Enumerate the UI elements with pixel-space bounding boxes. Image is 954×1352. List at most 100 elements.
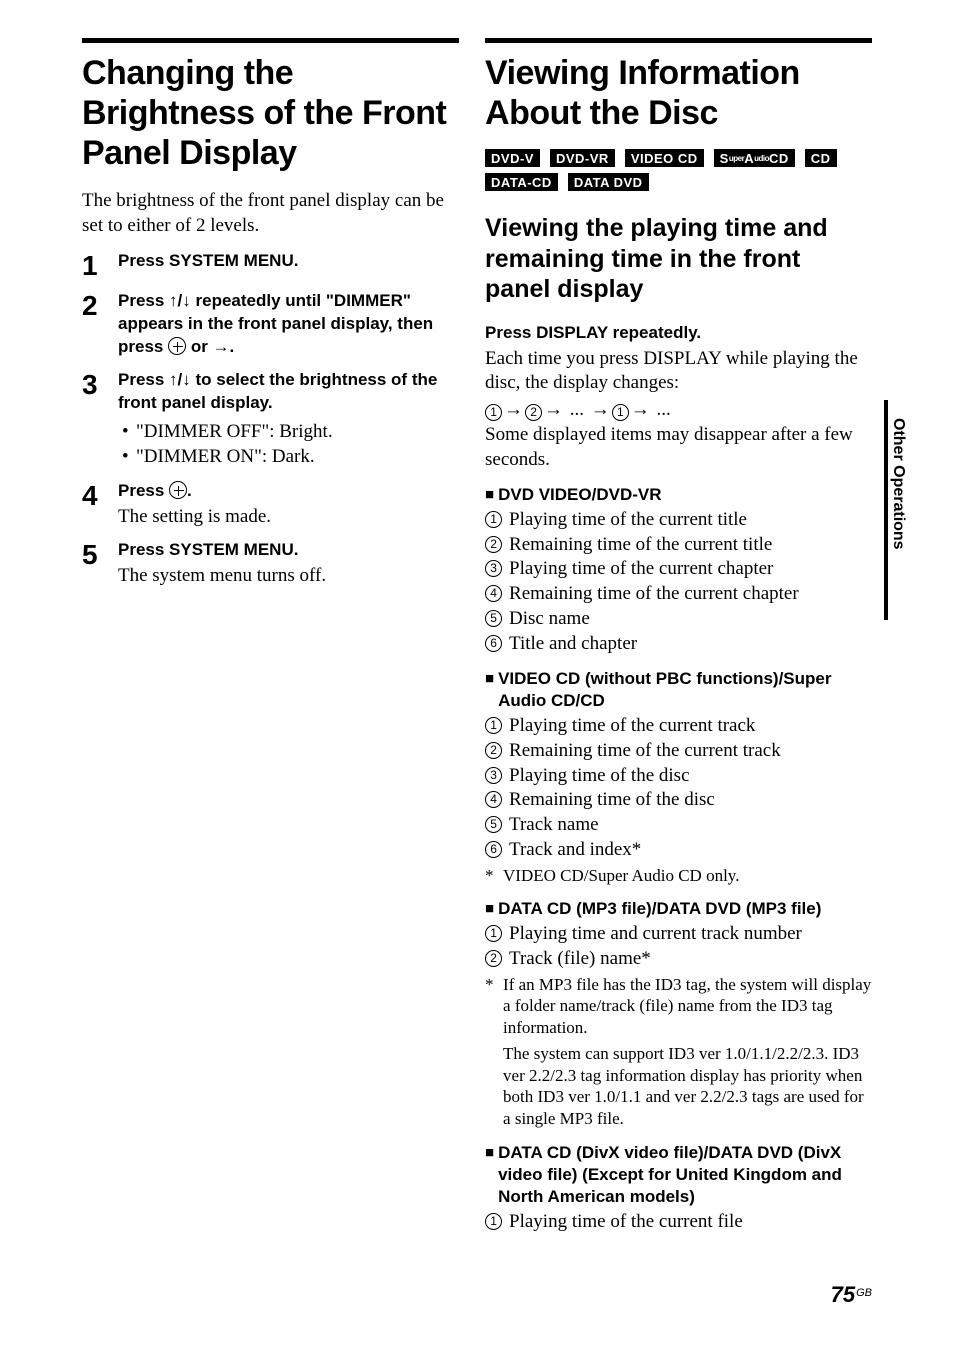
- sequence-line: 1→2→ ... →1→ ...: [485, 399, 872, 421]
- enter-icon: [169, 481, 187, 499]
- subheading: Viewing the playing time and remaining t…: [485, 213, 872, 305]
- step-3: 3 Press ↑/↓ to select the brightness of …: [82, 369, 459, 470]
- circled-number-icon: 5: [485, 610, 502, 627]
- text: Playing time of the current track: [509, 714, 755, 739]
- text: Playing time of the disc: [509, 764, 689, 789]
- text: Track name: [509, 813, 599, 838]
- list-item: 1Playing time of the current track: [485, 714, 872, 739]
- text: DATA CD (DivX video file)/DATA DVD (DivX…: [498, 1142, 872, 1208]
- section-data-cd-divx: ■DATA CD (DivX video file)/DATA DVD (Div…: [485, 1142, 872, 1235]
- circled-number-icon: 1: [485, 511, 502, 528]
- circled-number-icon: 1: [485, 925, 502, 942]
- list-item: 6 Track and index*: [485, 838, 872, 863]
- text: Remaining time of the disc: [509, 788, 715, 813]
- section-title: ■DVD VIDEO/DVD-VR: [485, 484, 872, 506]
- text: Disc name: [509, 607, 590, 632]
- region-code: GB: [856, 1287, 872, 1299]
- enter-icon: [168, 337, 186, 355]
- text: Playing time of the current file: [509, 1210, 743, 1235]
- list-item: 3 Playing time of the disc: [485, 764, 872, 789]
- list-item: 5 Disc name: [485, 607, 872, 632]
- asterisk-icon: *: [485, 974, 503, 1039]
- list-item: 6 Title and chapter: [485, 632, 872, 657]
- steps-list: 1 Press SYSTEM MENU. 2 Press ↑/↓ repeate…: [82, 250, 459, 588]
- circled-number-icon: 4: [485, 791, 502, 808]
- text: Title and chapter: [509, 632, 637, 657]
- step-note: The system menu turns off.: [118, 564, 459, 588]
- square-bullet-icon: ■: [485, 898, 494, 919]
- circled-number-icon: 5: [485, 816, 502, 833]
- list-item: 2 Remaining time of the current track: [485, 739, 872, 764]
- text: VIDEO CD/Super Audio CD only.: [503, 865, 739, 887]
- step-instruction: Press SYSTEM MENU.: [118, 250, 459, 273]
- step-instruction: Press .: [118, 480, 459, 503]
- list-item: 2Track (file) name*: [485, 947, 872, 972]
- list-item: 4 Remaining time of the disc: [485, 788, 872, 813]
- step-instruction: Press ↑/↓ to select the brightness of th…: [118, 369, 459, 415]
- text: DVD VIDEO/DVD-VR: [498, 484, 661, 506]
- text: Track (file) name*: [509, 947, 651, 972]
- arrow-icon: →: [589, 399, 612, 420]
- text: or: [186, 337, 212, 356]
- text: .: [230, 337, 235, 356]
- section-data-cd-mp3: ■DATA CD (MP3 file)/DATA DVD (MP3 file) …: [485, 898, 872, 1130]
- circled-number-icon: 2: [485, 742, 502, 759]
- circled-2-icon: 2: [525, 404, 542, 421]
- step-number: 4: [82, 480, 118, 529]
- asterisk-icon: *: [485, 865, 503, 887]
- text: Remaining time of the current track: [509, 739, 781, 764]
- square-bullet-icon: ■: [485, 484, 494, 505]
- numbered-list: 1Playing time of the current title 2Rema…: [485, 508, 872, 656]
- list-item: 1 Playing time of the current file: [485, 1210, 872, 1235]
- section-title: ■VIDEO CD (without PBC functions)/Super …: [485, 668, 872, 712]
- right-column: Viewing Information About the Disc DVD-V…: [485, 38, 872, 1235]
- step-instruction: Press SYSTEM MENU.: [118, 539, 459, 562]
- section-rule: [485, 38, 872, 43]
- badge-data-dvd: DATA DVD: [568, 173, 649, 191]
- text: If an MP3 file has the ID3 tag, the syst…: [503, 974, 872, 1039]
- circled-number-icon: 6: [485, 841, 502, 858]
- circled-number-icon: 2: [485, 536, 502, 553]
- circled-1-icon: 1: [612, 404, 629, 421]
- side-tab: Other Operations: [884, 400, 902, 620]
- badge-cd: CD: [805, 149, 837, 167]
- section-dvd: ■DVD VIDEO/DVD-VR 1Playing time of the c…: [485, 484, 872, 656]
- step-number: 2: [82, 290, 118, 359]
- left-title: Changing the Brightness of the Front Pan…: [82, 53, 459, 173]
- footnote: *If an MP3 file has the ID3 tag, the sys…: [485, 974, 872, 1039]
- list-item: 4Remaining time of the current chapter: [485, 582, 872, 607]
- list-item: 5 Track name: [485, 813, 872, 838]
- footnote-continued: The system can support ID3 ver 1.0/1.1/2…: [485, 1043, 872, 1130]
- list-item: 1Playing time and current track number: [485, 922, 872, 947]
- step-5: 5 Press SYSTEM MENU. The system menu tur…: [82, 539, 459, 588]
- text: Remaining time of the current chapter: [509, 582, 799, 607]
- arrow-icons: ↑/↓: [169, 370, 191, 389]
- side-tab-label: Other Operations: [883, 400, 907, 550]
- circled-number-icon: 3: [485, 767, 502, 784]
- section-title: ■DATA CD (DivX video file)/DATA DVD (Div…: [485, 1142, 872, 1208]
- bullet-list: "DIMMER OFF": Bright. "DIMMER ON": Dark.: [118, 419, 459, 470]
- section-title: ■DATA CD (MP3 file)/DATA DVD (MP3 file): [485, 898, 872, 920]
- section-rule: [82, 38, 459, 43]
- press-display-instruction: Press DISPLAY repeatedly.: [485, 323, 872, 343]
- bullet-item: "DIMMER ON": Dark.: [122, 444, 459, 470]
- numbered-list: 1Playing time and current track number 2…: [485, 922, 872, 971]
- step-number: 5: [82, 539, 118, 588]
- badge-video-cd: VIDEO CD: [625, 149, 704, 167]
- text: Press: [118, 370, 169, 389]
- page-footer: 75GB: [831, 1282, 872, 1308]
- step-1: 1 Press SYSTEM MENU.: [82, 250, 459, 280]
- numbered-list: 1Playing time of the current track 2 Rema…: [485, 714, 872, 862]
- bullet-item: "DIMMER OFF": Bright.: [122, 419, 459, 445]
- text: Playing time of the current chapter: [509, 557, 773, 582]
- step-4: 4 Press . The setting is made.: [82, 480, 459, 529]
- list-item: 1Playing time of the current title: [485, 508, 872, 533]
- description: Some displayed items may disappear after…: [485, 423, 872, 472]
- text: Track and index*: [509, 838, 641, 863]
- circled-number-icon: 6: [485, 635, 502, 652]
- circled-number-icon: 1: [485, 1213, 502, 1230]
- list-item: 2Remaining time of the current title: [485, 533, 872, 558]
- step-2: 2 Press ↑/↓ repeatedly until "DIMMER" ap…: [82, 290, 459, 359]
- footnote: *VIDEO CD/Super Audio CD only.: [485, 865, 872, 887]
- badge-data-cd: DATA-CD: [485, 173, 558, 191]
